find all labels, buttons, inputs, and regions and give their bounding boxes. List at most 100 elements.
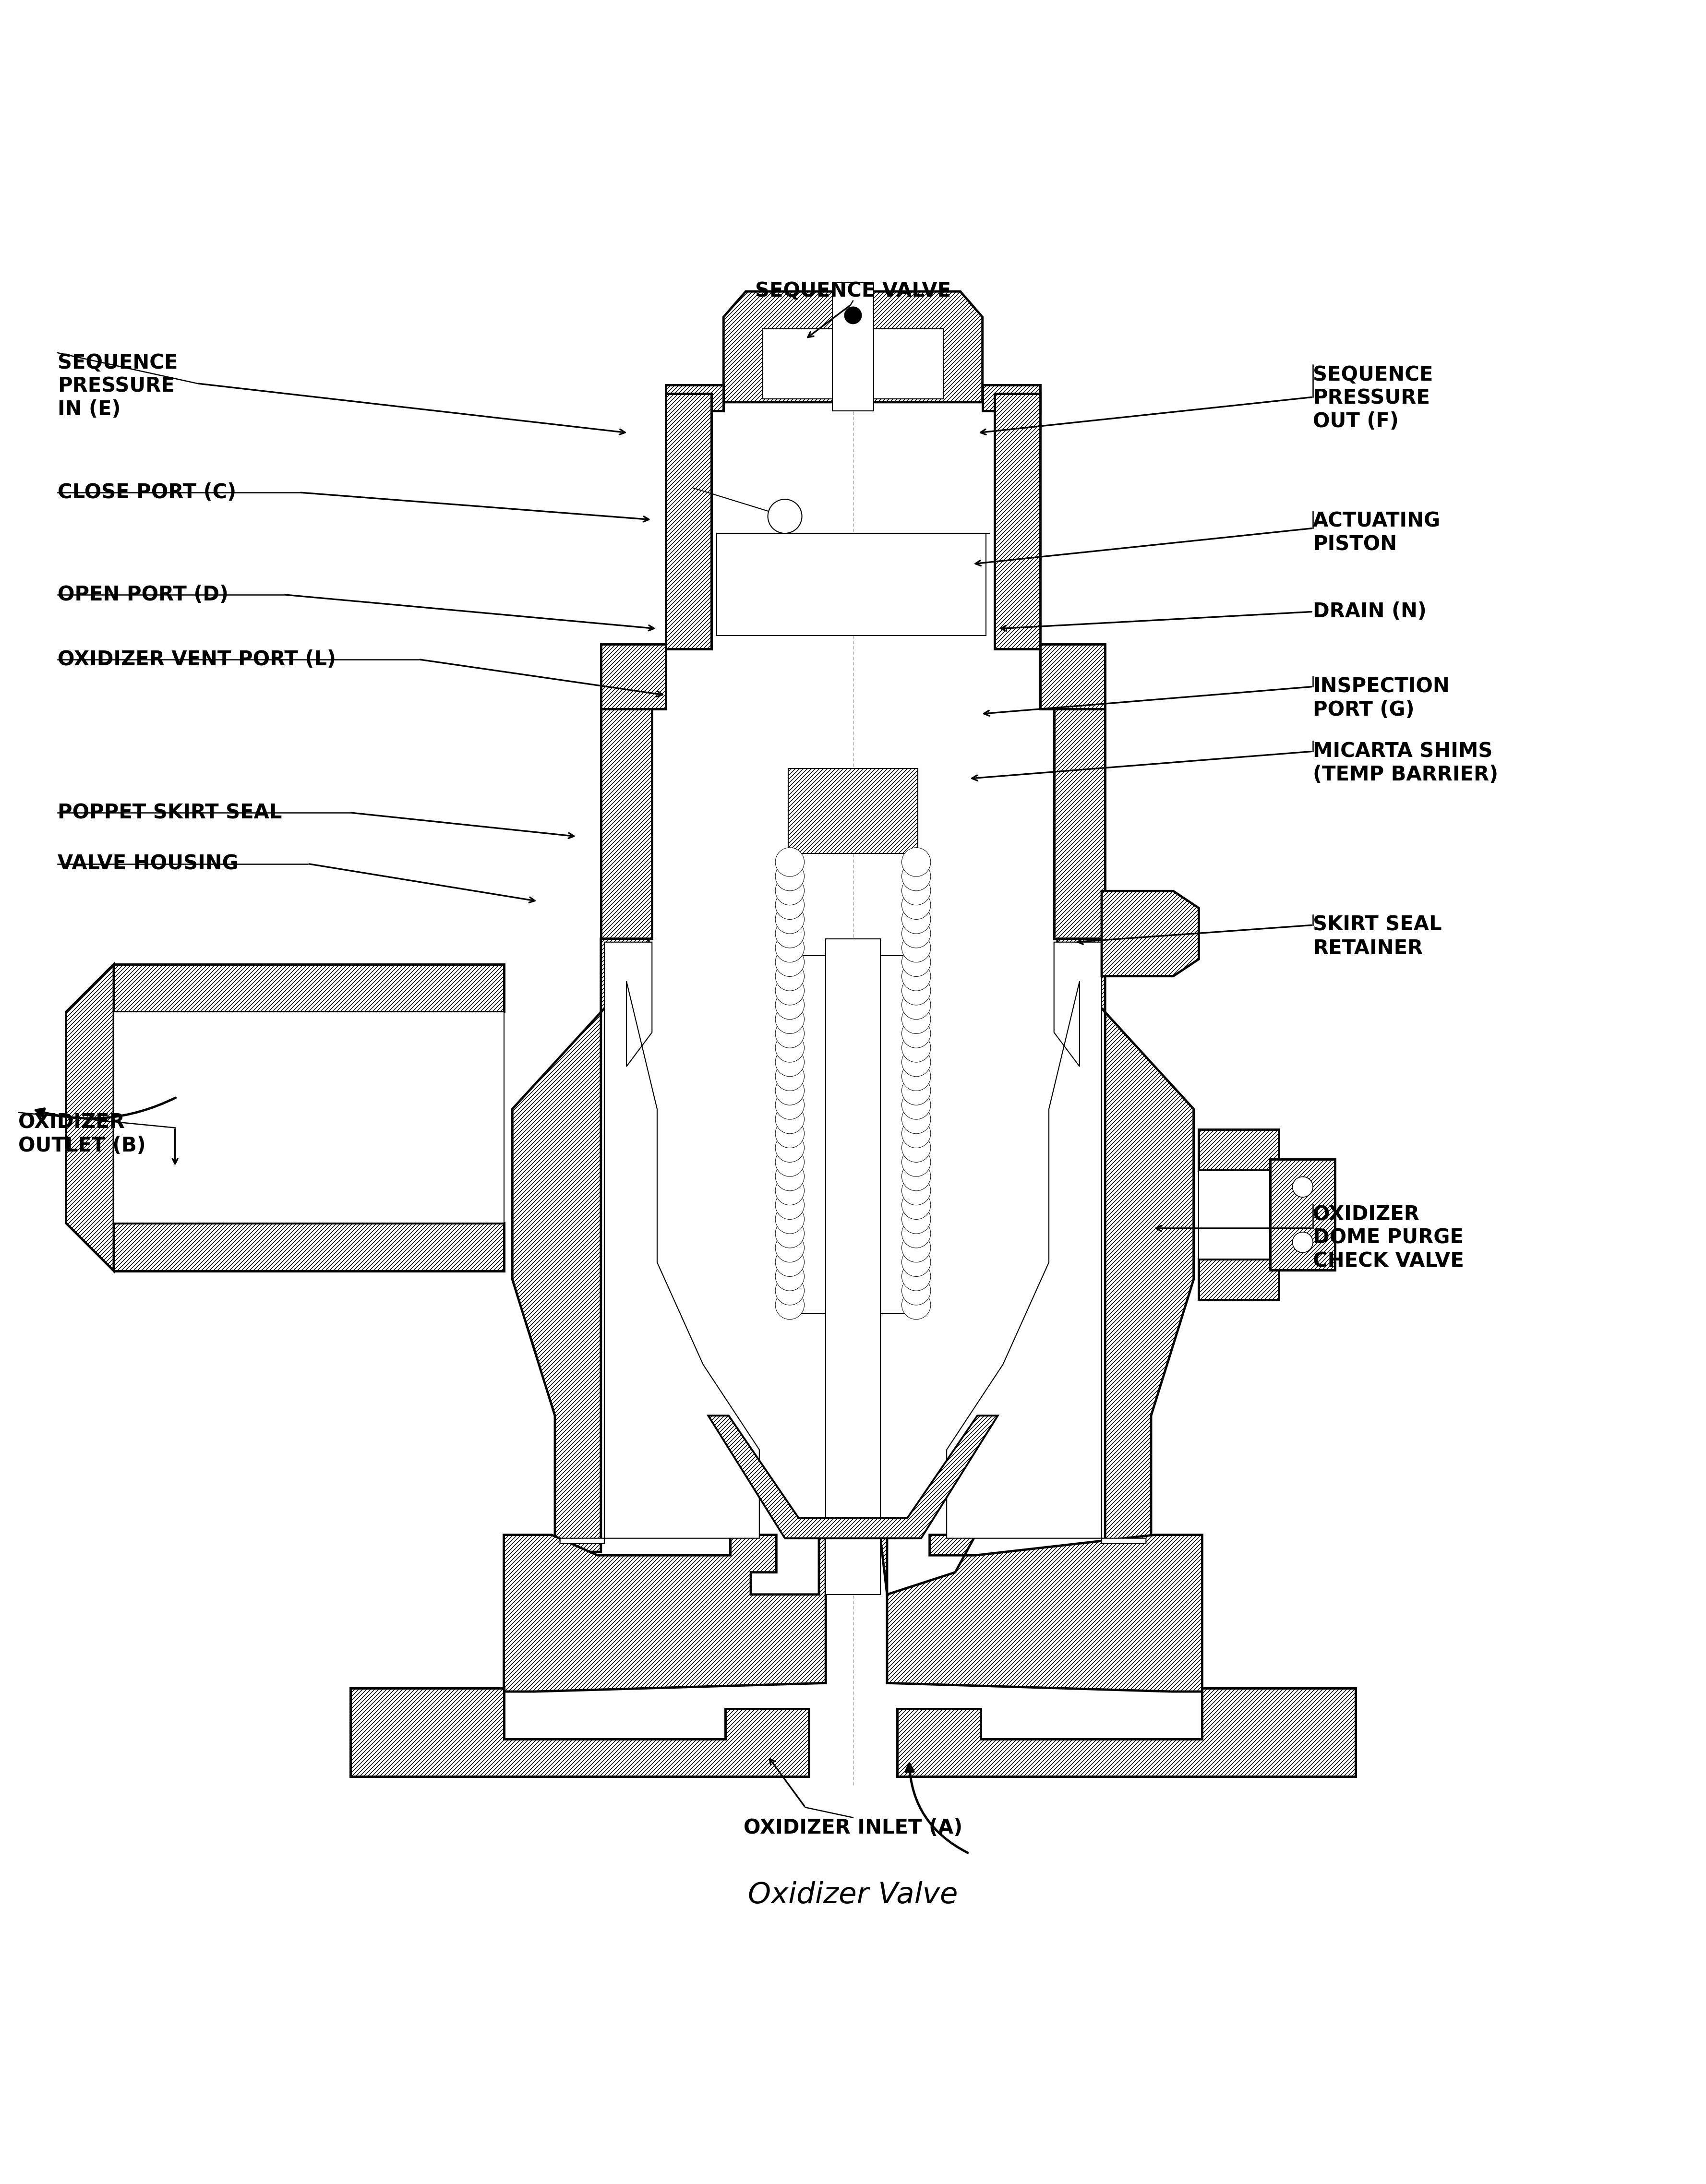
Circle shape xyxy=(902,1048,931,1077)
Bar xyxy=(1199,1258,1280,1299)
Polygon shape xyxy=(601,710,652,939)
Circle shape xyxy=(775,1262,804,1291)
Polygon shape xyxy=(995,393,1041,649)
Circle shape xyxy=(775,1077,804,1105)
Circle shape xyxy=(902,933,931,963)
Text: OXIDIZER
OUTLET (B): OXIDIZER OUTLET (B) xyxy=(19,1112,147,1155)
Text: DRAIN (N): DRAIN (N) xyxy=(1314,601,1426,622)
Polygon shape xyxy=(560,941,759,1544)
Circle shape xyxy=(775,1147,804,1177)
Text: VALVE HOUSING: VALVE HOUSING xyxy=(58,854,239,874)
Circle shape xyxy=(1293,1232,1314,1254)
Circle shape xyxy=(902,1234,931,1262)
Circle shape xyxy=(902,1177,931,1206)
Polygon shape xyxy=(350,1688,809,1778)
Text: INSPECTION
PORT (G): INSPECTION PORT (G) xyxy=(1314,677,1450,721)
Circle shape xyxy=(902,891,931,919)
Circle shape xyxy=(775,1206,804,1234)
Circle shape xyxy=(1293,1177,1314,1197)
Bar xyxy=(1271,1160,1336,1269)
Circle shape xyxy=(775,1219,804,1247)
Circle shape xyxy=(902,1020,931,1048)
Polygon shape xyxy=(1058,939,1194,1553)
Circle shape xyxy=(775,1291,804,1319)
Circle shape xyxy=(902,1133,931,1162)
Bar xyxy=(1199,1171,1280,1258)
Text: ACTUATING
PISTON: ACTUATING PISTON xyxy=(1314,511,1440,555)
Circle shape xyxy=(902,1077,931,1105)
Circle shape xyxy=(902,1118,931,1149)
Circle shape xyxy=(902,1291,931,1319)
Circle shape xyxy=(775,1177,804,1206)
Circle shape xyxy=(775,961,804,992)
Bar xyxy=(798,957,908,1313)
Polygon shape xyxy=(788,769,918,854)
Circle shape xyxy=(775,876,804,904)
Bar xyxy=(114,965,503,1011)
Circle shape xyxy=(902,1275,931,1306)
Circle shape xyxy=(775,976,804,1005)
Circle shape xyxy=(844,306,862,323)
Circle shape xyxy=(775,863,804,891)
Circle shape xyxy=(902,1147,931,1177)
Circle shape xyxy=(775,1033,804,1061)
Circle shape xyxy=(775,1133,804,1162)
Circle shape xyxy=(775,1275,804,1306)
Circle shape xyxy=(902,1033,931,1061)
Circle shape xyxy=(775,933,804,963)
Bar xyxy=(114,1223,503,1271)
Circle shape xyxy=(902,1219,931,1247)
Bar xyxy=(826,939,880,1594)
Polygon shape xyxy=(1054,710,1105,939)
Text: SKIRT SEAL
RETAINER: SKIRT SEAL RETAINER xyxy=(1314,915,1442,959)
Circle shape xyxy=(775,1190,804,1219)
Circle shape xyxy=(775,1105,804,1133)
Text: CLOSE PORT (C): CLOSE PORT (C) xyxy=(58,483,235,502)
Circle shape xyxy=(775,919,804,948)
Circle shape xyxy=(902,1206,931,1234)
Text: SEQUENCE
PRESSURE
IN (E): SEQUENCE PRESSURE IN (E) xyxy=(58,354,177,419)
Text: SEQUENCE
PRESSURE
OUT (F): SEQUENCE PRESSURE OUT (F) xyxy=(1314,365,1433,432)
Circle shape xyxy=(902,1190,931,1219)
Bar xyxy=(114,1011,503,1223)
Circle shape xyxy=(902,919,931,948)
Circle shape xyxy=(902,876,931,904)
Circle shape xyxy=(775,1005,804,1033)
Polygon shape xyxy=(897,1688,1356,1778)
Polygon shape xyxy=(947,941,1146,1544)
Polygon shape xyxy=(665,384,723,411)
Circle shape xyxy=(775,948,804,976)
Circle shape xyxy=(902,1262,931,1291)
Circle shape xyxy=(775,1234,804,1262)
Text: OXIDIZER
DOME PURGE
CHECK VALVE: OXIDIZER DOME PURGE CHECK VALVE xyxy=(1314,1203,1464,1271)
Circle shape xyxy=(775,1048,804,1077)
Text: OXIDIZER VENT PORT (L): OXIDIZER VENT PORT (L) xyxy=(58,649,336,670)
Polygon shape xyxy=(601,644,665,710)
Circle shape xyxy=(775,1247,804,1275)
Polygon shape xyxy=(1041,644,1105,710)
Polygon shape xyxy=(723,290,983,402)
Circle shape xyxy=(775,847,804,876)
Polygon shape xyxy=(983,384,1041,411)
Circle shape xyxy=(902,948,931,976)
Text: SEQUENCE VALVE: SEQUENCE VALVE xyxy=(756,282,950,301)
Circle shape xyxy=(775,891,804,919)
Circle shape xyxy=(775,904,804,935)
Polygon shape xyxy=(665,393,711,649)
Text: MICARTA SHIMS
(TEMP BARRIER): MICARTA SHIMS (TEMP BARRIER) xyxy=(1314,740,1498,784)
Circle shape xyxy=(902,1162,931,1190)
Bar xyxy=(1199,1129,1280,1171)
Polygon shape xyxy=(763,330,943,400)
Circle shape xyxy=(902,1105,931,1133)
Text: Oxidizer Valve: Oxidizer Valve xyxy=(747,1880,959,1909)
Bar xyxy=(717,533,986,636)
Text: OPEN PORT (D): OPEN PORT (D) xyxy=(58,585,229,605)
Circle shape xyxy=(775,1061,804,1090)
Polygon shape xyxy=(708,1415,998,1538)
Polygon shape xyxy=(503,1535,826,1693)
Circle shape xyxy=(902,904,931,935)
Circle shape xyxy=(775,989,804,1020)
Circle shape xyxy=(775,1162,804,1190)
Text: POPPET SKIRT SEAL: POPPET SKIRT SEAL xyxy=(58,802,281,823)
Circle shape xyxy=(902,863,931,891)
